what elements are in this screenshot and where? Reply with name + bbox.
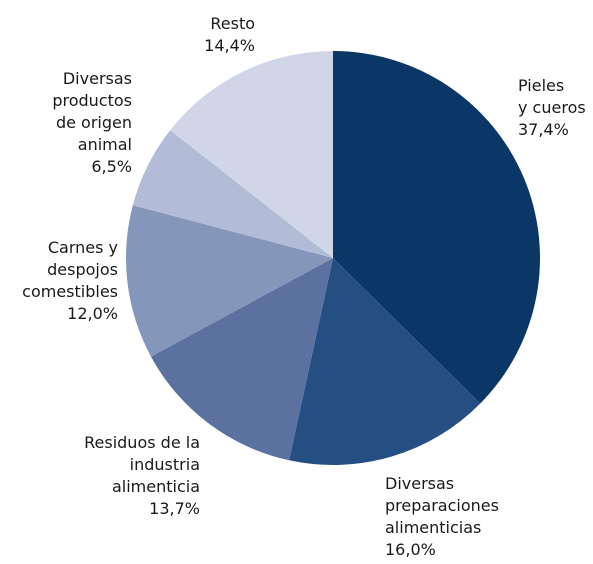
- slice-label: Diversas preparaciones alimenticias 16,0%: [385, 473, 499, 561]
- category-label: Residuos de la industria alimenticia: [84, 433, 200, 496]
- slice-label: Residuos de la industria alimenticia 13,7…: [84, 432, 200, 520]
- slice-label: Pieles y cueros 37,4%: [518, 75, 586, 141]
- value-label: 16,0%: [385, 540, 436, 559]
- pie-slice: [150, 258, 333, 461]
- value-label: 14,4%: [204, 36, 255, 55]
- slice-label: Diversas productos de origen animal 6,5%: [52, 68, 132, 178]
- slice-label: Carnes y despojos comestibles 12,0%: [22, 237, 118, 325]
- pie-slice: [132, 130, 333, 258]
- value-label: 12,0%: [67, 304, 118, 323]
- category-label: Diversas preparaciones alimenticias: [385, 474, 499, 537]
- category-label: Resto: [210, 14, 255, 33]
- category-label: Diversas productos de origen animal: [52, 69, 132, 154]
- value-label: 6,5%: [91, 157, 132, 176]
- pie-slice: [170, 51, 333, 258]
- value-label: 13,7%: [149, 499, 200, 518]
- category-label: Carnes y despojos comestibles: [22, 238, 118, 301]
- value-label: 37,4%: [518, 120, 569, 139]
- pie-slice: [333, 51, 540, 404]
- pie-slice: [289, 258, 481, 465]
- category-label: Pieles y cueros: [518, 76, 586, 117]
- pie-slice: [126, 205, 333, 357]
- slice-label: Resto 14,4%: [204, 13, 255, 57]
